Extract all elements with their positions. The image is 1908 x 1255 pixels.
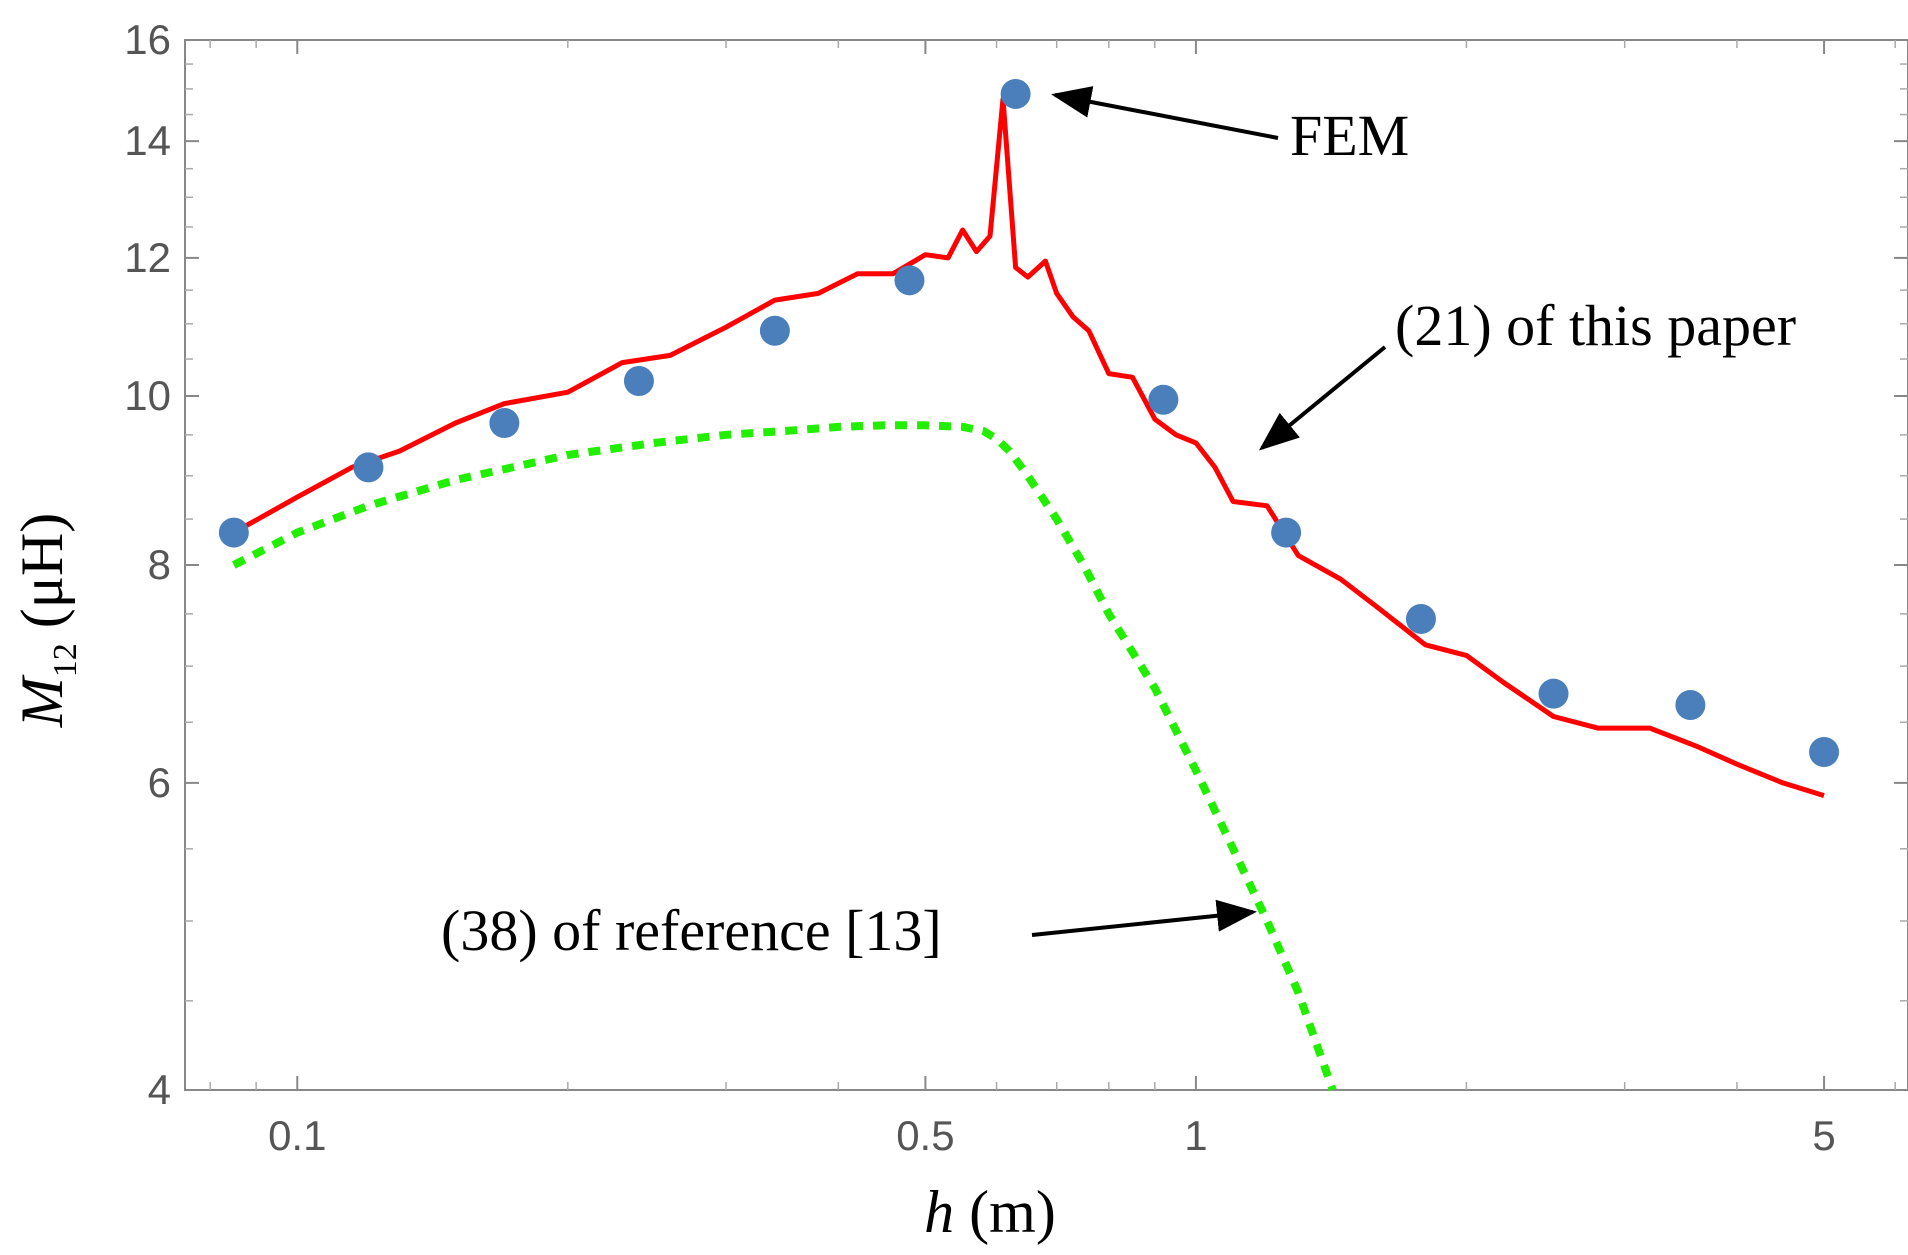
reference-arrow [1031, 899, 1257, 937]
fem-point [218, 517, 249, 548]
y-tick-label: 6 [148, 759, 171, 806]
fem-point [894, 265, 925, 296]
fem-annotation: FEM [1290, 103, 1409, 168]
x-axis-title: h (m) [924, 1179, 1056, 1245]
fem-point [1000, 78, 1031, 109]
series-line-reference-13 [231, 421, 1337, 1092]
y-tick-labels: 4 6 8 10 12 14 16 [124, 16, 171, 1113]
x-tick-label: 1 [1184, 1112, 1207, 1159]
fem-arrow [1051, 86, 1279, 140]
reference-annotation: (38) of reference [13] [441, 898, 942, 963]
y-axis-title: M12 (μH) [9, 513, 84, 728]
fem-point [759, 315, 790, 346]
fem-point [1405, 603, 1436, 634]
x-tick-label: 0.1 [268, 1112, 326, 1159]
y-tick-label: 4 [148, 1066, 171, 1113]
y-tick-label: 14 [124, 117, 171, 164]
fem-point [1148, 384, 1179, 415]
tick-marks [185, 39, 1908, 1091]
fem-point [1538, 678, 1569, 709]
y-tick-label: 10 [124, 372, 171, 419]
x-tick-label: 0.5 [896, 1112, 954, 1159]
fem-point [489, 407, 520, 438]
y-tick-label: 12 [124, 234, 171, 281]
y-tick-label: 16 [124, 16, 171, 63]
x-tick-label: 5 [1812, 1112, 1835, 1159]
fem-point [1809, 736, 1840, 767]
y-tick-label: 8 [148, 541, 171, 588]
series-line-this-paper [232, 96, 1825, 798]
fem-point [1271, 517, 1302, 548]
x-tick-labels: 0.1 0.5 1 5 [268, 1112, 1836, 1159]
this-paper-annotation: (21) of this paper [1395, 293, 1796, 358]
fem-point [1675, 689, 1706, 720]
fem-points [218, 78, 1840, 767]
fem-point [623, 365, 654, 396]
this-paper-arrow [1258, 345, 1387, 451]
fem-point [353, 452, 384, 483]
